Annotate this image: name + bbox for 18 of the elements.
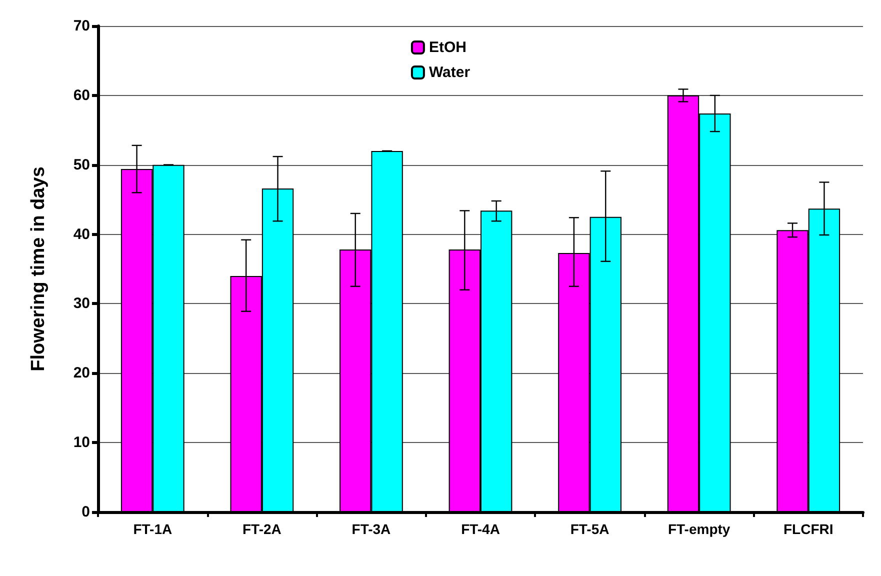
x-tick-label: FT-4A xyxy=(461,521,500,537)
x-tick-label: FT-3A xyxy=(352,521,391,537)
x-tick-label: FT-2A xyxy=(242,521,282,537)
x-tick-label: FLCFRI xyxy=(783,521,834,537)
x-tick-label: FT-5A xyxy=(570,521,610,537)
y-axis-title: Flowering time in days xyxy=(28,166,49,372)
y-tick-label: 70 xyxy=(73,18,90,34)
y-tick-label: 10 xyxy=(73,434,90,452)
x-tick-label: FT-empty xyxy=(668,521,730,537)
y-tick-label: 50 xyxy=(73,156,90,174)
y-tick-label: 20 xyxy=(73,364,90,382)
legend-label: Water xyxy=(428,64,470,81)
y-tick-label: 0 xyxy=(82,504,90,520)
y-tick-label: 40 xyxy=(73,226,90,243)
x-tick-label: FT-1A xyxy=(133,521,172,537)
legend-label: EtOH xyxy=(428,39,466,56)
y-tick-label: 60 xyxy=(73,86,90,104)
y-tick-label: 30 xyxy=(73,295,90,312)
